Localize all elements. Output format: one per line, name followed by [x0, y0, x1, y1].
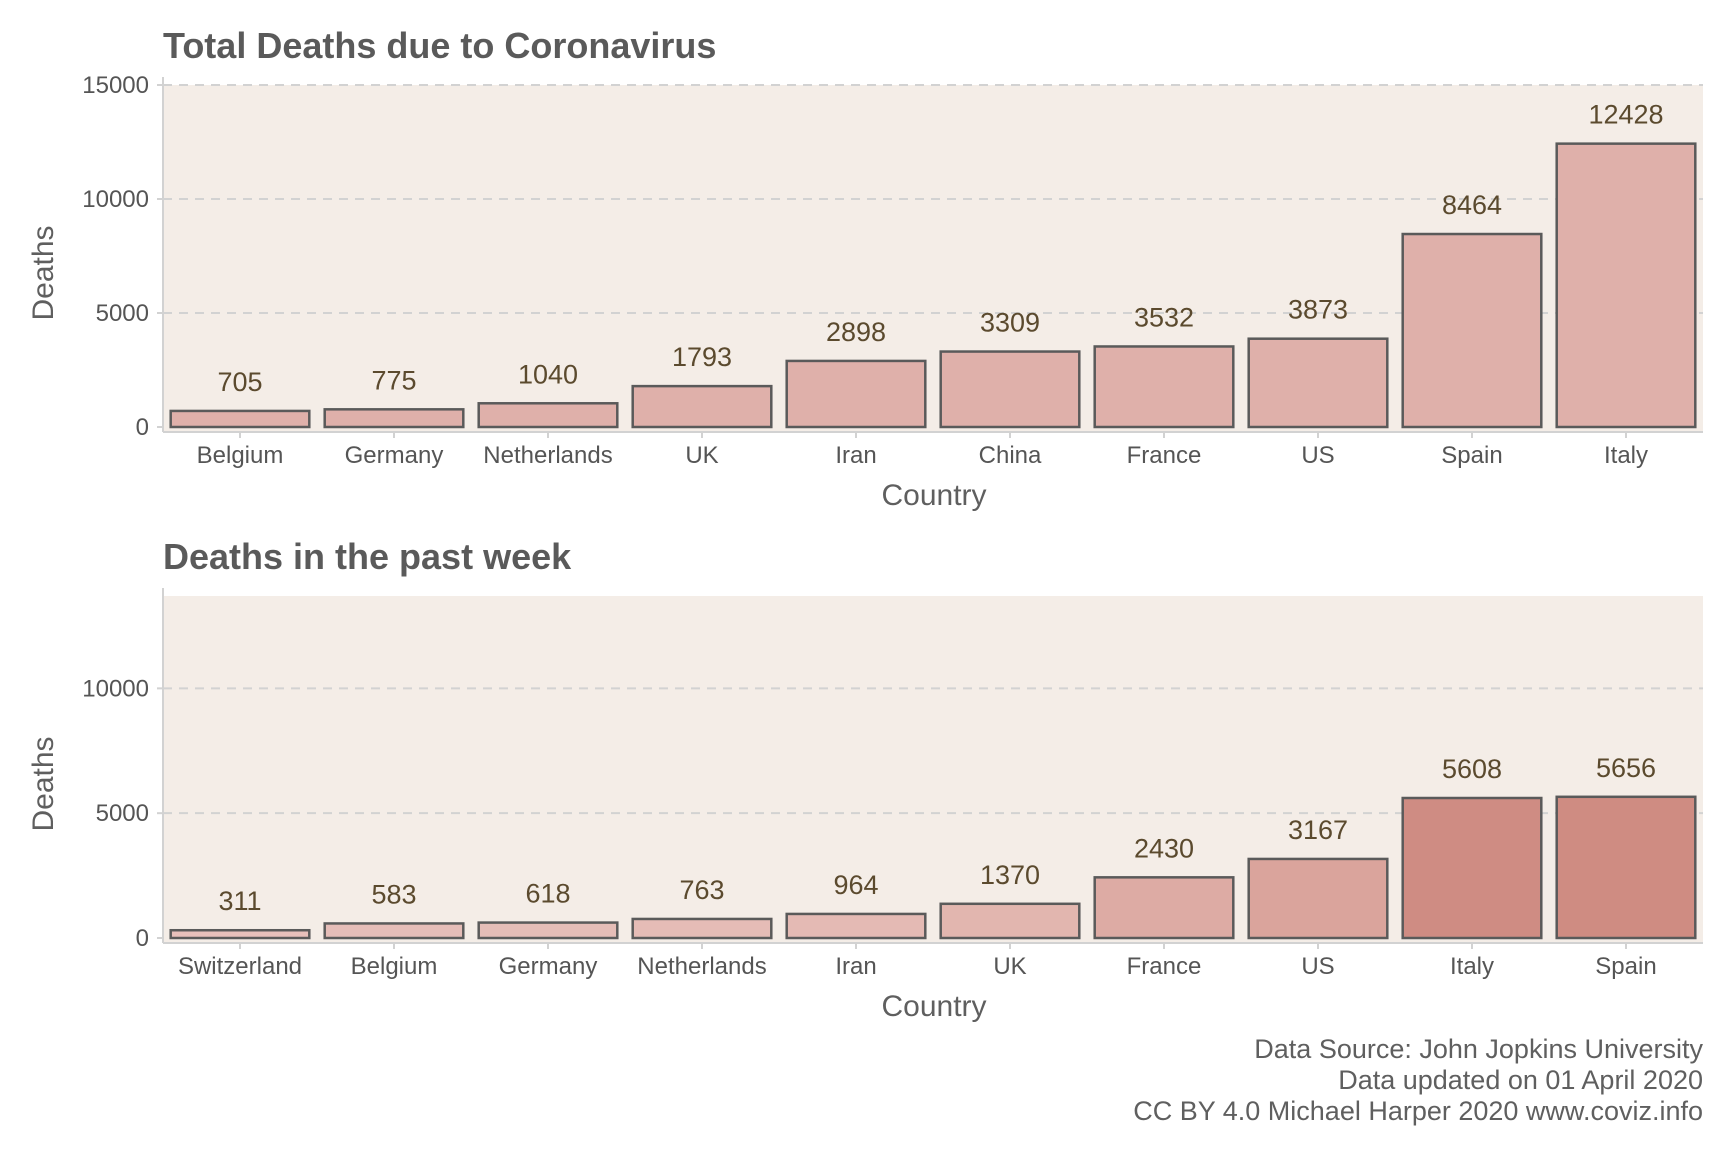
- caption-line: Data updated on 01 April 2020: [1338, 1065, 1703, 1095]
- source-caption: Data Source: John Jopkins University Dat…: [1133, 1034, 1703, 1126]
- data-label: 3167: [1288, 815, 1348, 845]
- x-tick-label: Italy: [1604, 442, 1648, 469]
- total-deaths-chart: Total Deaths due to Coronavirus Country …: [27, 25, 1703, 512]
- data-label: 1793: [672, 342, 732, 372]
- bar: [323, 922, 465, 940]
- data-label: 583: [371, 879, 416, 909]
- caption-line: CC BY 4.0 Michael Harper 2020 www.coviz.…: [1133, 1096, 1703, 1126]
- bar: [631, 384, 773, 429]
- data-label: 2430: [1134, 833, 1194, 863]
- x-tick-label: Germany: [499, 953, 598, 980]
- x-tick-label: Spain: [1441, 442, 1502, 469]
- data-label: 618: [525, 879, 570, 909]
- data-label: 12428: [1588, 100, 1663, 130]
- x-tick-label: Switzerland: [178, 953, 302, 980]
- y-tick-label: 10000: [82, 186, 149, 213]
- bar: [785, 359, 927, 429]
- x-tick-label: UK: [993, 953, 1026, 980]
- x-tick-label: US: [1301, 442, 1334, 469]
- bar: [1247, 337, 1389, 429]
- data-label: 763: [679, 875, 724, 905]
- bar: [1093, 876, 1235, 940]
- data-label: 1370: [980, 860, 1040, 890]
- data-label: 3873: [1288, 295, 1348, 325]
- data-label: 705: [217, 367, 262, 397]
- bar: [1401, 232, 1543, 429]
- y-tick-label: 0: [136, 414, 149, 441]
- x-tick-label: France: [1127, 953, 1202, 980]
- bar: [631, 917, 773, 940]
- bar: [939, 350, 1081, 429]
- bar: [169, 409, 311, 429]
- x-tick-label: Italy: [1450, 953, 1494, 980]
- bar: [1555, 795, 1697, 940]
- x-tick-label: Belgium: [351, 953, 438, 980]
- bar: [1247, 857, 1389, 940]
- x-tick-label: Iran: [835, 953, 876, 980]
- caption-line: Data Source: John Jopkins University: [1254, 1034, 1703, 1064]
- bar: [785, 912, 927, 940]
- x-tick-label: France: [1127, 442, 1202, 469]
- x-tick-label: Netherlands: [483, 442, 612, 469]
- data-label: 964: [833, 870, 878, 900]
- x-tick-label: China: [979, 442, 1042, 469]
- bar: [1401, 796, 1543, 940]
- data-label: 775: [371, 365, 416, 395]
- bar: [1555, 142, 1697, 429]
- data-label: 5608: [1442, 754, 1502, 784]
- chart-title: Total Deaths due to Coronavirus: [163, 25, 716, 66]
- y-axis-title: Deaths: [27, 225, 60, 320]
- x-tick-label: Belgium: [197, 442, 284, 469]
- x-tick-label: Spain: [1595, 953, 1656, 980]
- y-tick-label: 5000: [96, 800, 149, 827]
- x-tick-label: Germany: [345, 442, 444, 469]
- bar: [477, 921, 619, 940]
- y-tick-label: 0: [136, 925, 149, 952]
- weekly-deaths-chart: Deaths in the past week Country Deaths 0…: [27, 536, 1703, 1023]
- bar: [323, 408, 465, 429]
- bar: [169, 928, 311, 940]
- data-label: 2898: [826, 317, 886, 347]
- x-tick-label: Iran: [835, 442, 876, 469]
- x-axis-title: Country: [881, 479, 986, 512]
- data-label: 8464: [1442, 190, 1502, 220]
- y-axis-title: Deaths: [27, 736, 60, 831]
- y-tick-label: 5000: [96, 300, 149, 327]
- bar: [939, 902, 1081, 940]
- y-tick-label: 10000: [82, 675, 149, 702]
- x-tick-label: US: [1301, 953, 1334, 980]
- chart-title: Deaths in the past week: [163, 536, 572, 577]
- x-tick-label: UK: [685, 442, 718, 469]
- data-label: 5656: [1596, 753, 1656, 783]
- bar: [477, 402, 619, 429]
- y-tick-label: 15000: [82, 72, 149, 99]
- data-label: 311: [218, 886, 261, 916]
- bar: [1093, 345, 1235, 429]
- data-label: 3309: [980, 308, 1040, 338]
- data-label: 3532: [1134, 302, 1194, 332]
- x-axis-title: Country: [881, 990, 986, 1023]
- data-label: 1040: [518, 359, 578, 389]
- x-tick-label: Netherlands: [637, 953, 766, 980]
